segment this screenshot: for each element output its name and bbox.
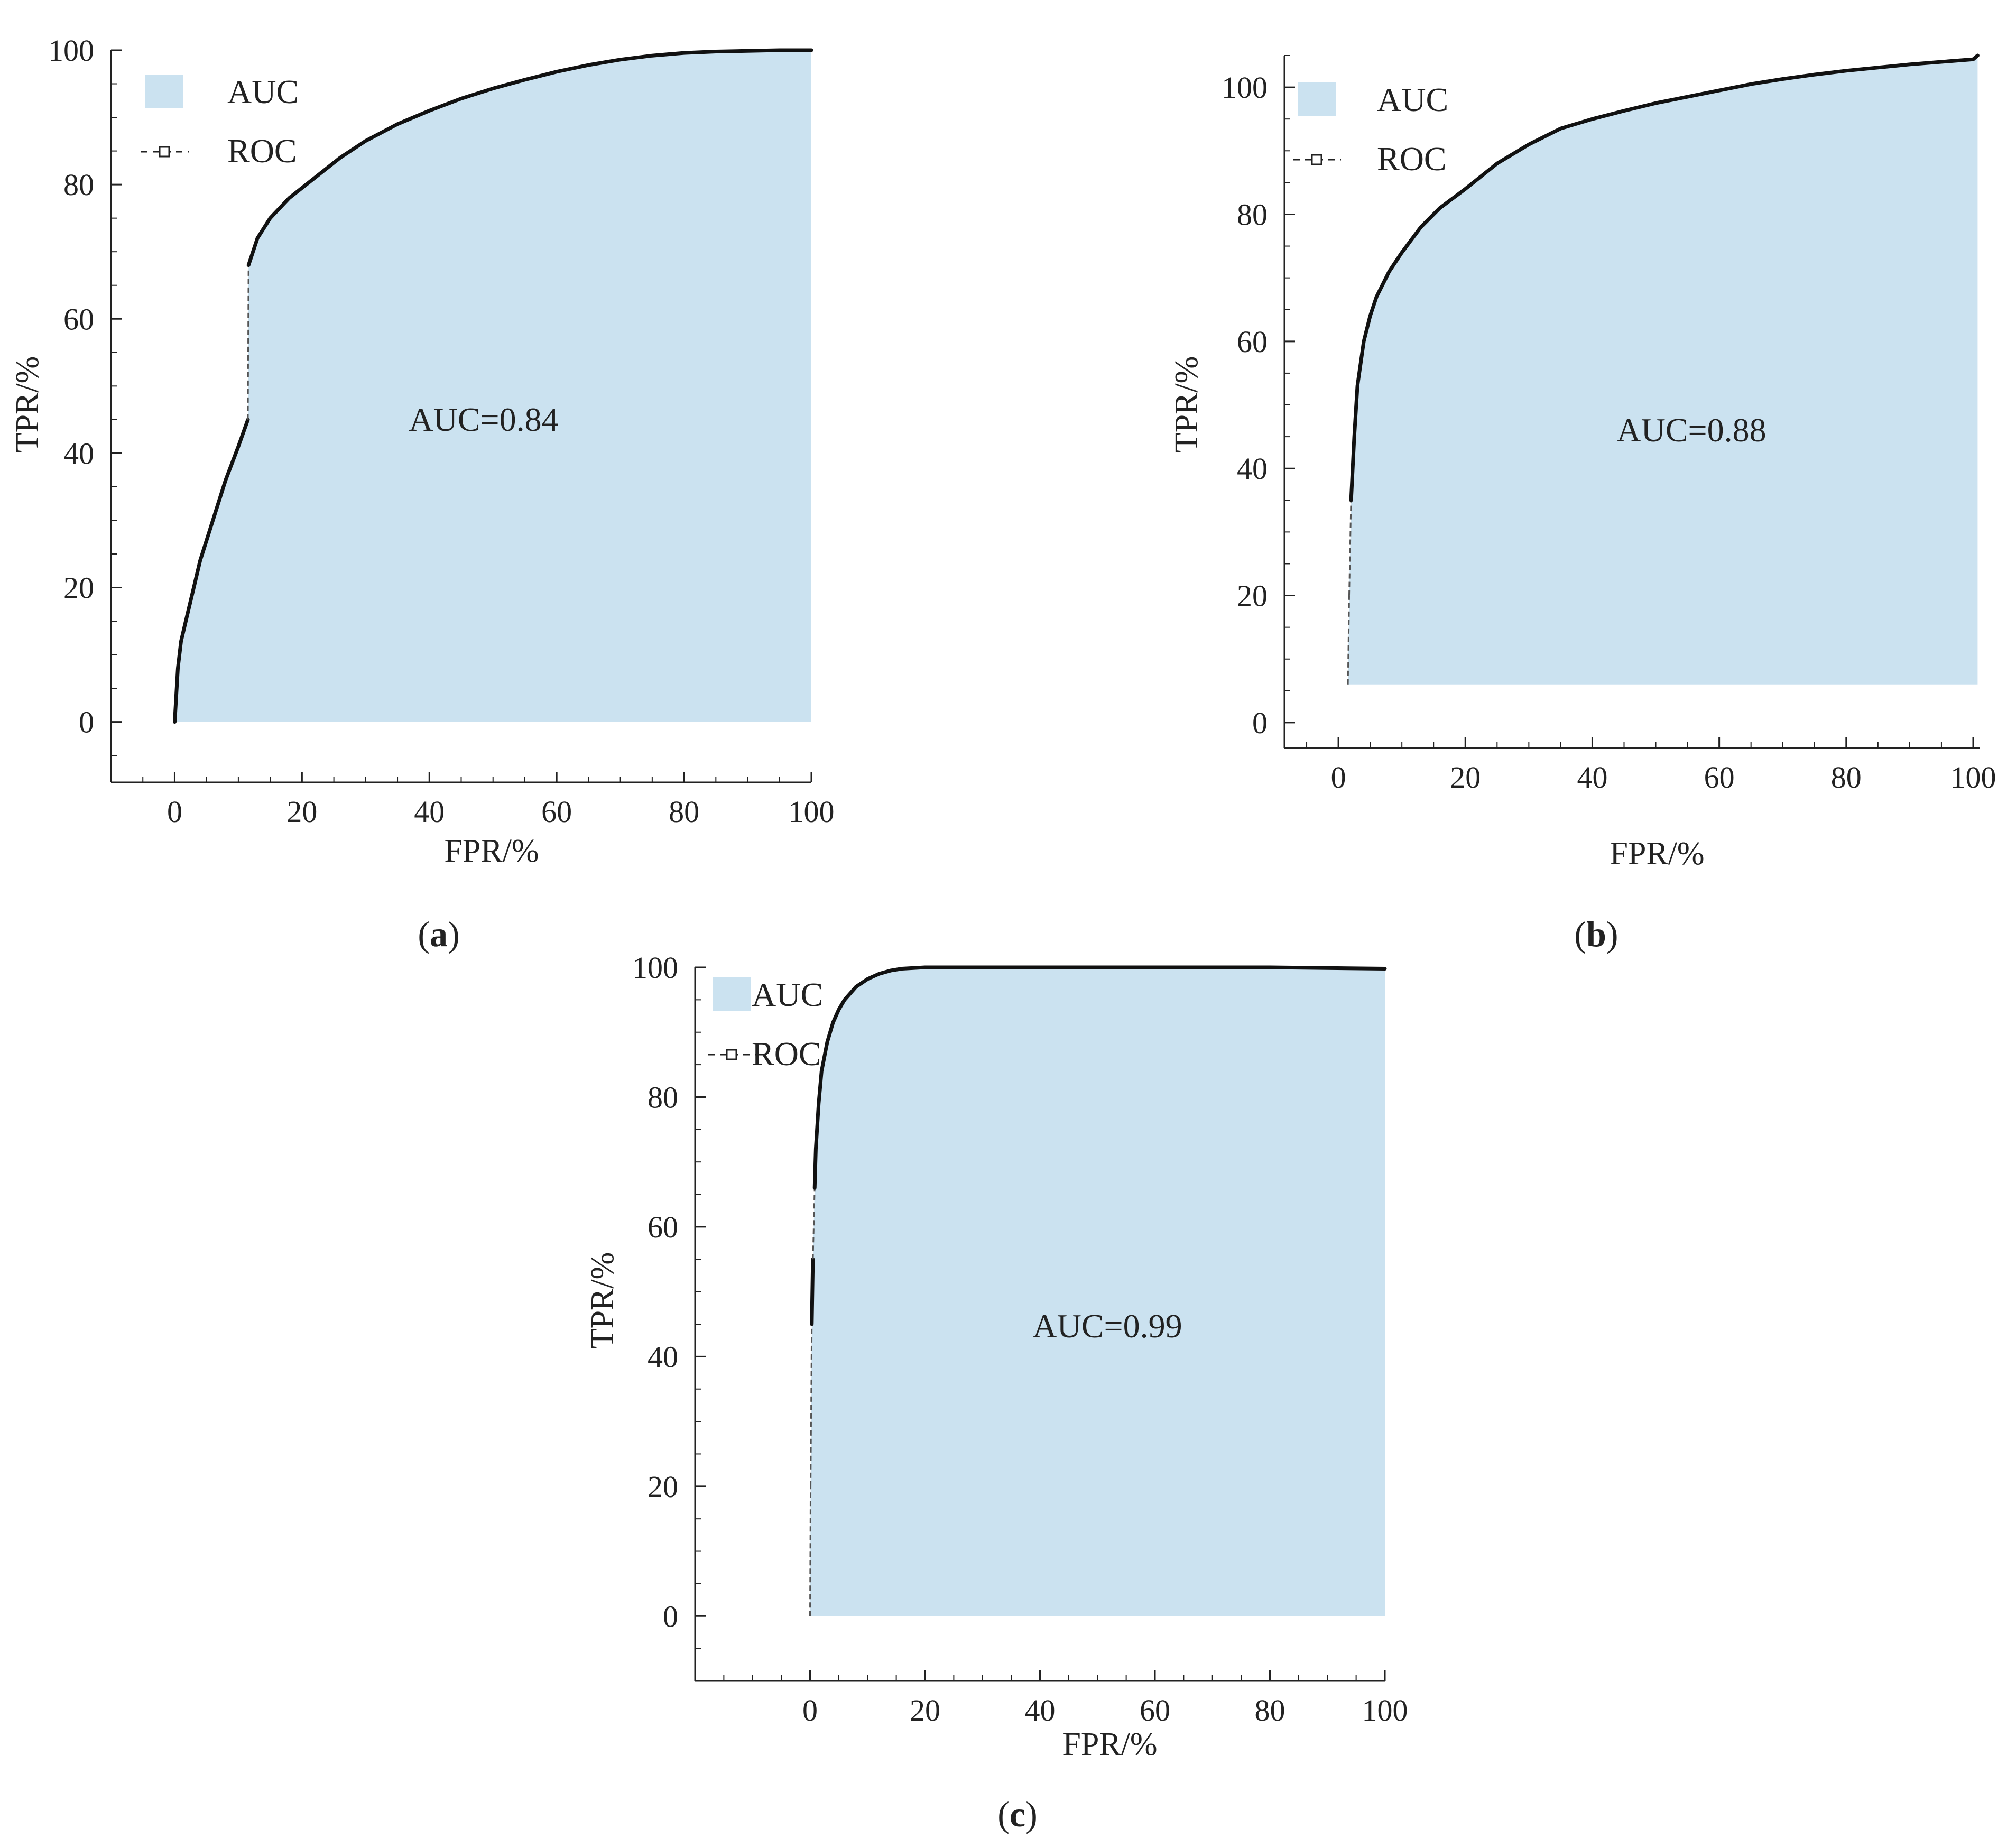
legend-marker-roc — [726, 1049, 737, 1060]
roc-curve — [810, 1257, 815, 1326]
panel-caption: (a) — [418, 914, 459, 954]
roc-curve — [246, 48, 813, 267]
auc-area — [810, 967, 1385, 1616]
y-axis-title: TPR/% — [1169, 356, 1205, 453]
y-tick-label: 20 — [63, 571, 94, 605]
auc-area — [1348, 56, 1978, 685]
y-tick-label: 100 — [48, 33, 94, 68]
roc-panel-a: 0 20 40 60 80 100 0 20 40 60 80 100 FPR/% TPR/% AUC ROC… — [10, 33, 835, 954]
panel-caption: (b) — [1574, 914, 1618, 954]
x-tick-label: 40 — [1577, 760, 1607, 794]
roc-panel-c: 0 20 40 60 80 100 0 20 40 60 80 100 FPR/% TPR/% AUC ROC… — [585, 950, 1408, 1834]
roc-curve-jump — [1348, 500, 1352, 596]
x-tick-label: 40 — [1025, 1693, 1056, 1727]
legend-label-auc: AUC — [752, 976, 823, 1013]
roc-panel-b: 0 20 40 60 80 100 0 20 40 60 80 100 FPR/% TPR/% AUC ROC… — [1169, 53, 1996, 954]
x-tick-label: 60 — [1704, 760, 1735, 794]
legend: AUC ROC — [1293, 81, 1448, 178]
legend-label-auc: AUC — [227, 73, 299, 110]
x-tick-label: 0 — [1331, 760, 1346, 794]
y-tick-label: 60 — [1237, 325, 1268, 359]
legend-label-roc: ROC — [1377, 140, 1447, 178]
x-tick-label: 60 — [1140, 1693, 1170, 1727]
legend-marker-roc — [1311, 154, 1322, 165]
x-tick-label: 60 — [541, 794, 572, 829]
y-tick-label: 0 — [663, 1599, 678, 1633]
auc-annotation: AUC=0.99 — [1032, 1307, 1182, 1345]
legend-label-roc: ROC — [752, 1035, 821, 1073]
legend-label-roc: ROC — [227, 132, 297, 170]
legend-marker-roc — [159, 146, 170, 158]
x-tick-label: 20 — [1450, 760, 1481, 794]
y-axis-title: TPR/% — [10, 356, 45, 453]
legend-swatch-auc — [145, 75, 183, 108]
panel-caption: (c) — [997, 1794, 1038, 1834]
y-tick-label: 40 — [648, 1339, 678, 1374]
x-tick-label: 80 — [669, 794, 699, 829]
roc-curve — [812, 965, 1387, 1190]
x-tick-label: 0 — [802, 1693, 818, 1727]
x-axis-title: FPR/% — [1610, 836, 1704, 872]
x-axis-title: FPR/% — [1062, 1726, 1157, 1762]
y-tick-label: 80 — [648, 1080, 678, 1114]
roc-curve-jump — [1347, 595, 1350, 685]
y-tick-label: 0 — [79, 705, 94, 740]
legend: AUC ROC — [708, 976, 823, 1073]
x-tick-label: 40 — [414, 794, 445, 829]
panel-caption-letter: c — [1010, 1794, 1025, 1834]
panel-caption-letter: a — [430, 914, 448, 954]
legend-swatch-auc — [1298, 82, 1336, 116]
roc-curve — [173, 418, 250, 724]
roc-curve — [1349, 53, 1980, 502]
y-tick-label: 40 — [1237, 451, 1268, 486]
y-tick-label: 60 — [63, 302, 94, 336]
x-tick-label: 80 — [1831, 760, 1862, 794]
y-tick-label: 60 — [648, 1210, 678, 1244]
roc-curve-jump — [809, 1486, 812, 1616]
x-tick-label: 100 — [1362, 1693, 1408, 1727]
x-tick-label: 100 — [1950, 760, 1996, 794]
y-axis-title: TPR/% — [585, 1252, 621, 1349]
legend-swatch-auc — [713, 977, 751, 1011]
y-tick-label: 0 — [1252, 706, 1268, 740]
y-tick-label: 100 — [1222, 70, 1268, 105]
x-axis-title: FPR/% — [444, 833, 539, 869]
y-tick-label: 40 — [63, 436, 94, 470]
auc-area — [174, 50, 811, 722]
x-tick-label: 20 — [286, 794, 317, 829]
y-tick-label: 100 — [632, 950, 678, 985]
x-tick-label: 0 — [167, 794, 182, 829]
x-tick-label: 20 — [910, 1693, 940, 1727]
x-tick-label: 80 — [1255, 1693, 1285, 1727]
legend: AUC ROC — [141, 73, 299, 170]
y-tick-label: 80 — [63, 168, 94, 202]
x-tick-label: 100 — [789, 794, 835, 829]
roc-curve-jump — [810, 1324, 813, 1486]
y-tick-label: 80 — [1237, 197, 1268, 232]
roc-curve-jump — [812, 1188, 816, 1260]
y-tick-label: 20 — [1237, 579, 1268, 613]
auc-annotation: AUC=0.84 — [409, 401, 558, 438]
legend-label-auc: AUC — [1377, 81, 1448, 118]
panel-caption-letter: b — [1586, 914, 1606, 954]
auc-annotation: AUC=0.88 — [1616, 411, 1766, 449]
y-tick-label: 20 — [648, 1470, 678, 1504]
